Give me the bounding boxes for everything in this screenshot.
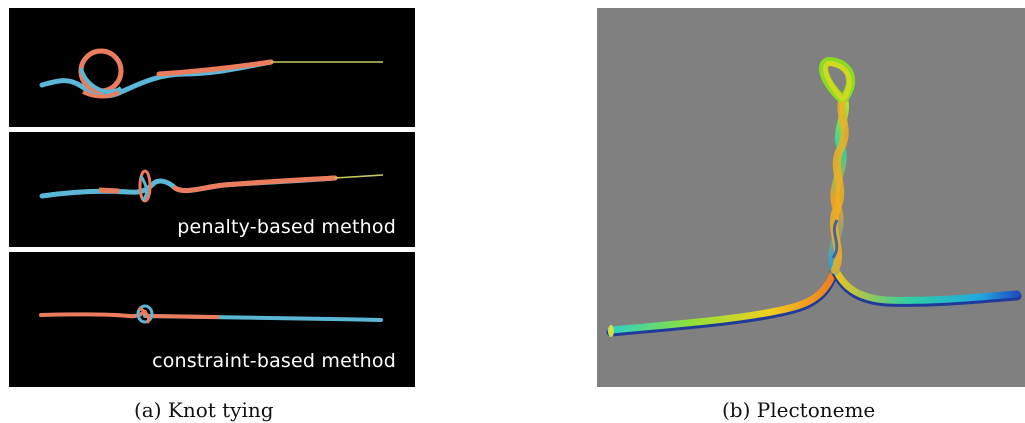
penalty-method-label: penalty-based method — [177, 216, 396, 238]
knot-rod-image — [39, 169, 384, 203]
caption-plectoneme: (b) Plectoneme — [722, 398, 876, 422]
knot-frame-penalty: penalty-based method — [9, 132, 415, 247]
caption-knot-tying: (a) Knot tying — [134, 398, 274, 422]
knot-frame-constraint: constraint-based method — [9, 252, 415, 387]
constraint-method-label: constraint-based method — [152, 350, 396, 372]
plectoneme-rod-image — [606, 57, 1022, 337]
knot-rod-image — [39, 48, 383, 99]
plectoneme-frame — [597, 8, 1025, 387]
knot-frame-initial — [9, 8, 415, 127]
knot-rod-image — [39, 304, 383, 324]
